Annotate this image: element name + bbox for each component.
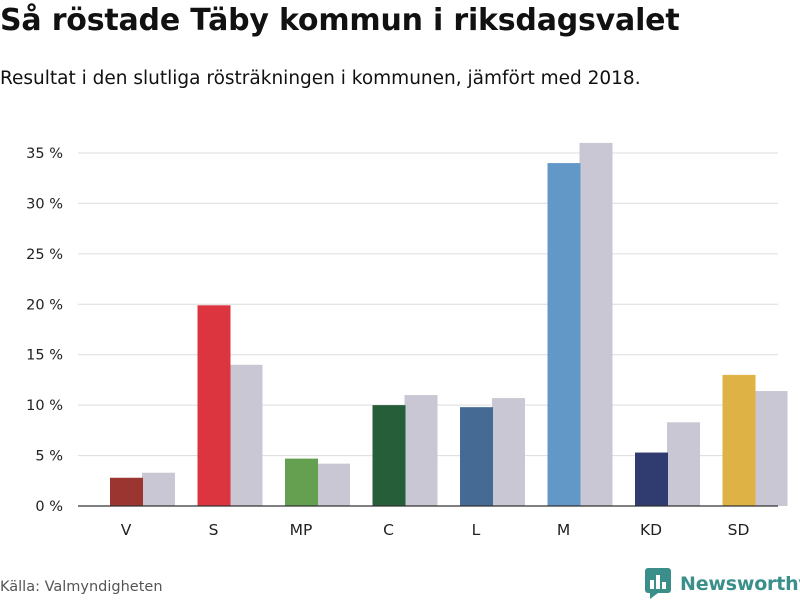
x-tick-label: L <box>472 521 481 539</box>
bar-2018 <box>404 395 438 506</box>
bar-2022 <box>722 374 756 506</box>
y-tick-label: 10 % <box>26 398 63 414</box>
x-tick-label: SD <box>728 521 750 539</box>
source-note: Källa: Valmyndigheten <box>0 579 163 595</box>
newsworthy-logo[interactable]: Newsworthy <box>645 568 800 599</box>
bar-2022 <box>547 163 581 507</box>
bars <box>110 142 788 507</box>
y-tick-label: 30 % <box>26 196 63 212</box>
bar-2018 <box>667 422 700 506</box>
bar-2022 <box>285 458 318 506</box>
bar-2018 <box>579 142 613 506</box>
bar-2022 <box>197 305 231 506</box>
x-tick-label: MP <box>290 521 313 539</box>
x-axis-labels: V S MP C L M KD SD <box>121 521 750 539</box>
x-tick-label: C <box>383 521 394 539</box>
newsworthy-bar-chart-logo-icon <box>645 568 671 599</box>
bar-2022 <box>460 407 493 506</box>
bar-2018 <box>754 391 788 506</box>
bar-2018 <box>317 463 350 506</box>
x-tick-label: KD <box>640 521 662 539</box>
chart-title: Så röstade Täby kommun i riksdagsvalet <box>0 3 680 38</box>
bar-2018 <box>142 472 175 506</box>
bar-2022 <box>372 405 406 506</box>
y-tick-label: 0 % <box>35 499 63 515</box>
bar-2018 <box>492 398 525 506</box>
y-axis-ticks: 0 % 5 % 10 % 15 % 20 % 25 % 30 % 35 % <box>26 146 63 515</box>
y-tick-label: 5 % <box>35 449 63 465</box>
y-tick-label: 25 % <box>26 247 63 263</box>
x-tick-label: V <box>121 521 132 539</box>
bar-2022 <box>635 452 668 506</box>
x-tick-label: M <box>557 521 570 539</box>
y-tick-label: 20 % <box>26 297 63 313</box>
bar-2018 <box>229 364 263 506</box>
brand-name: Newsworthy <box>680 572 800 595</box>
x-tick-label: S <box>209 521 219 539</box>
chart-subtitle: Resultat i den slutliga rösträkningen i … <box>0 68 641 89</box>
bar-2022 <box>110 477 143 506</box>
y-tick-label: 15 % <box>26 348 63 364</box>
y-tick-label: 35 % <box>26 146 63 162</box>
